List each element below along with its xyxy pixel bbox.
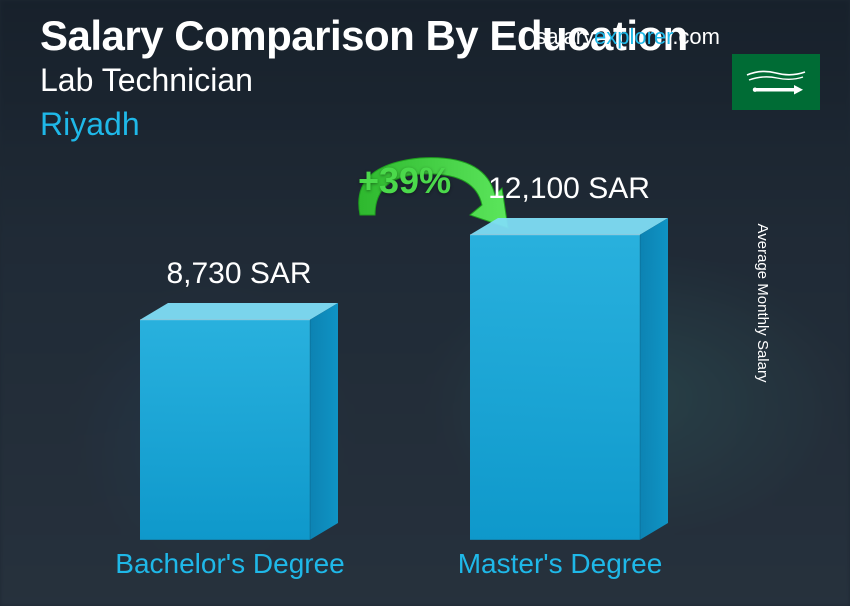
job-title: Lab Technician [40,62,253,99]
brand-prefix: salary [535,24,594,49]
salary-chart: +39% 8,730 SAR 12,100 SAR [0,150,850,590]
brand-mid: explorer [594,24,672,49]
bar-shape-bachelors [140,303,338,540]
brand-logo: salaryexplorer.com [535,24,720,50]
bar-shape-masters [470,218,668,540]
bar-masters: 12,100 SAR [470,172,668,540]
bar-bachelors: 8,730 SAR [140,257,338,540]
bar-label-bachelors: Bachelor's Degree [100,548,360,580]
bar-label-masters: Master's Degree [430,548,690,580]
location-label: Riyadh [40,106,140,143]
brand-suffix: .com [672,24,720,49]
increase-percentage: +39% [358,160,451,202]
bar-value-bachelors: 8,730 SAR [166,257,311,291]
bar-value-masters: 12,100 SAR [488,172,650,206]
flag-saudi-arabia [732,54,820,110]
